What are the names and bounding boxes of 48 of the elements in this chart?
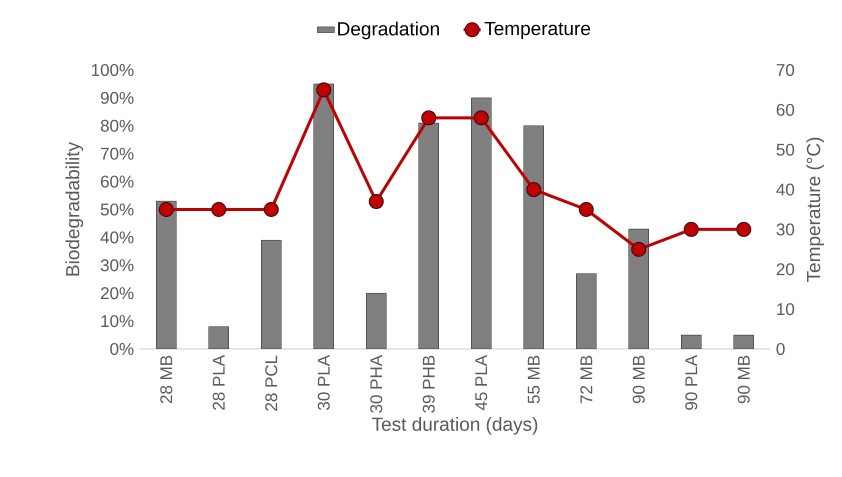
y-tick-label: 80% xyxy=(100,120,134,132)
point xyxy=(684,222,699,237)
x-tick-label: 30 PLA xyxy=(318,354,330,410)
x-tick-label: 90 PLA xyxy=(685,354,698,410)
y2-tick-label: 50 xyxy=(776,144,794,156)
point xyxy=(264,202,279,218)
y-tick-label: 70% xyxy=(100,148,134,160)
x-tick-label: 28 PCL xyxy=(265,355,278,411)
x-tick-label: 90 MB xyxy=(632,356,645,404)
point xyxy=(474,110,489,126)
y-tick-label: 60% xyxy=(100,176,134,188)
y-tick-label: 10% xyxy=(101,315,134,328)
x-tick-label: 45 PLA xyxy=(475,354,488,410)
y-tick-label: 90% xyxy=(100,92,134,104)
y2-tick-label: 70 xyxy=(776,64,794,76)
y-tick-label: 20% xyxy=(100,287,134,300)
x-tick-label: 39 PHB xyxy=(422,356,435,413)
point xyxy=(578,202,594,218)
y2-tick-label: 0 xyxy=(776,342,785,356)
y-tick-label: 30% xyxy=(100,259,134,272)
y2-tick-label: 60 xyxy=(776,104,794,116)
y-axis-title: Biodegradability xyxy=(65,142,84,276)
point xyxy=(736,222,752,237)
point xyxy=(631,242,646,257)
y-tick-label: 0% xyxy=(110,342,134,356)
legend-label: Degradation xyxy=(338,22,439,40)
y-tick-label: 50% xyxy=(100,203,134,216)
x-tick-label: 55 MB xyxy=(528,356,540,404)
x-tick-label: 28 PLA xyxy=(212,354,225,410)
point xyxy=(368,194,384,210)
y-tick-label: 40% xyxy=(100,231,134,244)
y2-axis-title: Temperature (°C) xyxy=(806,138,824,282)
x-tick-label: 90 MB xyxy=(738,356,750,404)
y-tick-label: 100% xyxy=(92,64,134,76)
point xyxy=(158,202,174,218)
x-axis-title: Test duration (days) xyxy=(372,416,538,435)
point xyxy=(316,82,332,98)
x-tick-label: 28 MB xyxy=(160,356,172,404)
point xyxy=(526,182,542,198)
y2-tick-label: 10 xyxy=(777,303,794,316)
y2-tick-label: 30 xyxy=(776,223,794,236)
x-tick-label: 30 PHA xyxy=(370,354,382,413)
y2-tick-label: 40 xyxy=(776,184,794,196)
point xyxy=(421,110,436,126)
legend-label: Temperature xyxy=(484,22,590,39)
point xyxy=(211,202,226,218)
y2-tick-label: 20 xyxy=(776,263,794,276)
x-tick-label: 72 MB xyxy=(580,356,592,404)
